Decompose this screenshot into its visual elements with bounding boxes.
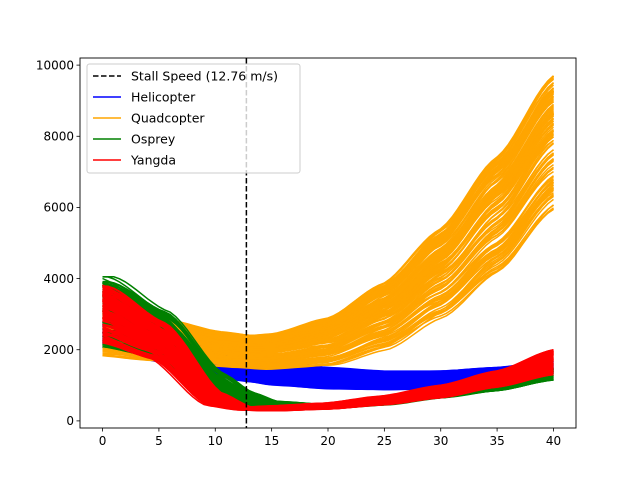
series-line-quadcopter (102, 91, 554, 342)
series-layer (102, 75, 555, 412)
series-line-yangda (102, 292, 554, 409)
x-tick-label: 30 (433, 434, 448, 448)
legend-box (86, 63, 301, 174)
legend-label-stall: Stall Speed (12.76 m/s) (131, 69, 278, 84)
y-tick-label: 6000 (43, 201, 74, 215)
series-line-yangda (102, 303, 554, 410)
series-line-yangda (102, 331, 554, 411)
legend: Stall Speed (12.76 m/s) Helicopter Quadc… (86, 63, 301, 174)
x-tick-label: 0 (99, 434, 107, 448)
y-tick-label: 10000 (36, 58, 74, 72)
legend-label-quadcopter: Quadcopter (131, 111, 205, 126)
y-tick-label: 2000 (43, 343, 74, 357)
series-line-yangda (102, 313, 554, 410)
legend-label-helicopter: Helicopter (131, 90, 196, 105)
y-tick-label: 8000 (43, 130, 74, 144)
series-yangda (102, 284, 554, 412)
x-tick-label: 15 (264, 434, 279, 448)
x-tick-label: 20 (320, 434, 335, 448)
x-axis: 0 5 10 15 20 25 30 35 40 (99, 428, 561, 448)
y-tick-label: 0 (66, 414, 74, 428)
y-tick-label: 4000 (43, 272, 74, 286)
legend-label-yangda: Yangda (130, 153, 176, 168)
x-tick-label: 40 (546, 434, 561, 448)
x-tick-label: 25 (377, 434, 392, 448)
x-tick-label: 35 (489, 434, 504, 448)
legend-label-osprey: Osprey (131, 132, 176, 147)
series-line-yangda (102, 284, 554, 409)
x-tick-label: 10 (208, 434, 223, 448)
y-axis: 0 2000 4000 6000 8000 10000 (36, 58, 80, 428)
x-tick-label: 5 (155, 434, 163, 448)
